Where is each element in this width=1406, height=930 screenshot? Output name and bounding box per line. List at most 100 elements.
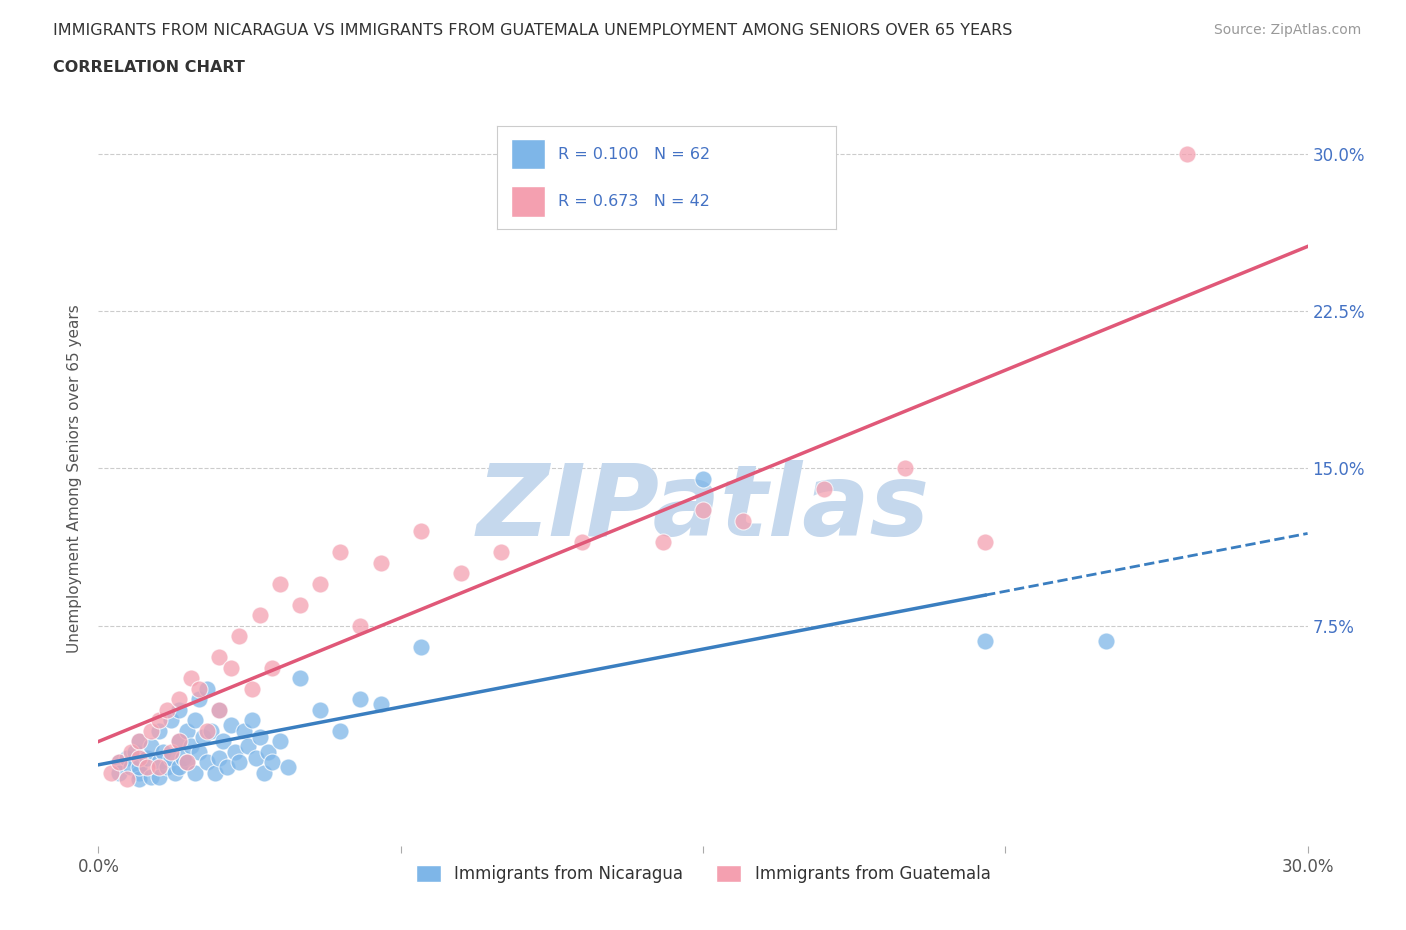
Point bbox=[370, 555, 392, 570]
Point bbox=[228, 755, 250, 770]
Point bbox=[195, 724, 218, 738]
Point bbox=[232, 724, 254, 738]
Text: ZIPatlas: ZIPatlas bbox=[477, 459, 929, 557]
Point bbox=[163, 765, 186, 780]
Point bbox=[180, 671, 202, 685]
Point bbox=[167, 692, 190, 707]
Point bbox=[176, 755, 198, 770]
Point bbox=[370, 697, 392, 711]
Point bbox=[813, 482, 835, 497]
Point bbox=[733, 513, 755, 528]
Point bbox=[124, 744, 146, 759]
Point bbox=[1095, 633, 1118, 648]
Point bbox=[139, 738, 162, 753]
Point bbox=[167, 759, 190, 774]
Point bbox=[974, 535, 997, 550]
Point bbox=[188, 692, 211, 707]
Point bbox=[160, 713, 183, 728]
Point bbox=[893, 461, 915, 476]
Point bbox=[409, 640, 432, 655]
Point bbox=[120, 759, 142, 774]
Point bbox=[269, 734, 291, 749]
Point bbox=[128, 751, 150, 765]
Point bbox=[115, 751, 138, 765]
Point bbox=[156, 759, 179, 774]
Point bbox=[128, 765, 150, 780]
Point bbox=[249, 730, 271, 745]
Point bbox=[221, 717, 243, 732]
Point bbox=[260, 755, 283, 770]
Point bbox=[148, 724, 170, 738]
Point bbox=[139, 724, 162, 738]
Point bbox=[208, 650, 231, 665]
Point bbox=[128, 772, 150, 787]
Point bbox=[245, 751, 267, 765]
Text: Source: ZipAtlas.com: Source: ZipAtlas.com bbox=[1213, 23, 1361, 37]
Point bbox=[160, 744, 183, 759]
Point bbox=[329, 545, 352, 560]
Point bbox=[651, 535, 673, 550]
Point bbox=[120, 744, 142, 759]
Point bbox=[193, 730, 215, 745]
Point bbox=[100, 765, 122, 780]
Point bbox=[249, 608, 271, 623]
Point bbox=[692, 503, 714, 518]
Point bbox=[167, 702, 190, 717]
Point bbox=[107, 755, 129, 770]
Point bbox=[139, 770, 162, 785]
Point bbox=[208, 751, 231, 765]
Point bbox=[309, 577, 332, 591]
Point bbox=[152, 744, 174, 759]
Point bbox=[167, 734, 190, 749]
Point bbox=[156, 702, 179, 717]
Point bbox=[256, 744, 278, 759]
Point bbox=[200, 724, 222, 738]
Point bbox=[128, 734, 150, 749]
Point bbox=[115, 772, 138, 787]
Point bbox=[253, 765, 276, 780]
Point bbox=[692, 472, 714, 486]
Point bbox=[208, 702, 231, 717]
Point bbox=[176, 724, 198, 738]
Point bbox=[107, 765, 129, 780]
Point bbox=[329, 724, 352, 738]
Point bbox=[148, 759, 170, 774]
Text: CORRELATION CHART: CORRELATION CHART bbox=[53, 60, 245, 75]
Point bbox=[309, 702, 332, 717]
Point bbox=[208, 702, 231, 717]
Point bbox=[491, 545, 513, 560]
Point bbox=[204, 765, 226, 780]
Point bbox=[260, 660, 283, 675]
Point bbox=[288, 597, 311, 612]
Point bbox=[172, 751, 194, 765]
Point bbox=[167, 734, 190, 749]
Text: IMMIGRANTS FROM NICARAGUA VS IMMIGRANTS FROM GUATEMALA UNEMPLOYMENT AMONG SENIOR: IMMIGRANTS FROM NICARAGUA VS IMMIGRANTS … bbox=[53, 23, 1012, 38]
Point bbox=[1175, 146, 1198, 161]
Point bbox=[135, 759, 157, 774]
Point bbox=[409, 524, 432, 538]
Point bbox=[188, 682, 211, 697]
Point bbox=[236, 738, 259, 753]
Point bbox=[148, 755, 170, 770]
Point bbox=[188, 744, 211, 759]
Point bbox=[184, 765, 207, 780]
Point bbox=[269, 577, 291, 591]
Point bbox=[349, 618, 371, 633]
Point bbox=[212, 734, 235, 749]
Point bbox=[349, 692, 371, 707]
Point bbox=[571, 535, 593, 550]
Legend: Immigrants from Nicaragua, Immigrants from Guatemala: Immigrants from Nicaragua, Immigrants fr… bbox=[409, 857, 997, 889]
Point bbox=[224, 744, 246, 759]
Point bbox=[240, 682, 263, 697]
Point bbox=[128, 734, 150, 749]
Point bbox=[288, 671, 311, 685]
Point bbox=[217, 759, 239, 774]
Point bbox=[107, 755, 129, 770]
Point bbox=[148, 770, 170, 785]
Point bbox=[176, 755, 198, 770]
Point bbox=[184, 713, 207, 728]
Point bbox=[160, 751, 183, 765]
Point bbox=[974, 633, 997, 648]
Point bbox=[180, 738, 202, 753]
Point bbox=[195, 682, 218, 697]
